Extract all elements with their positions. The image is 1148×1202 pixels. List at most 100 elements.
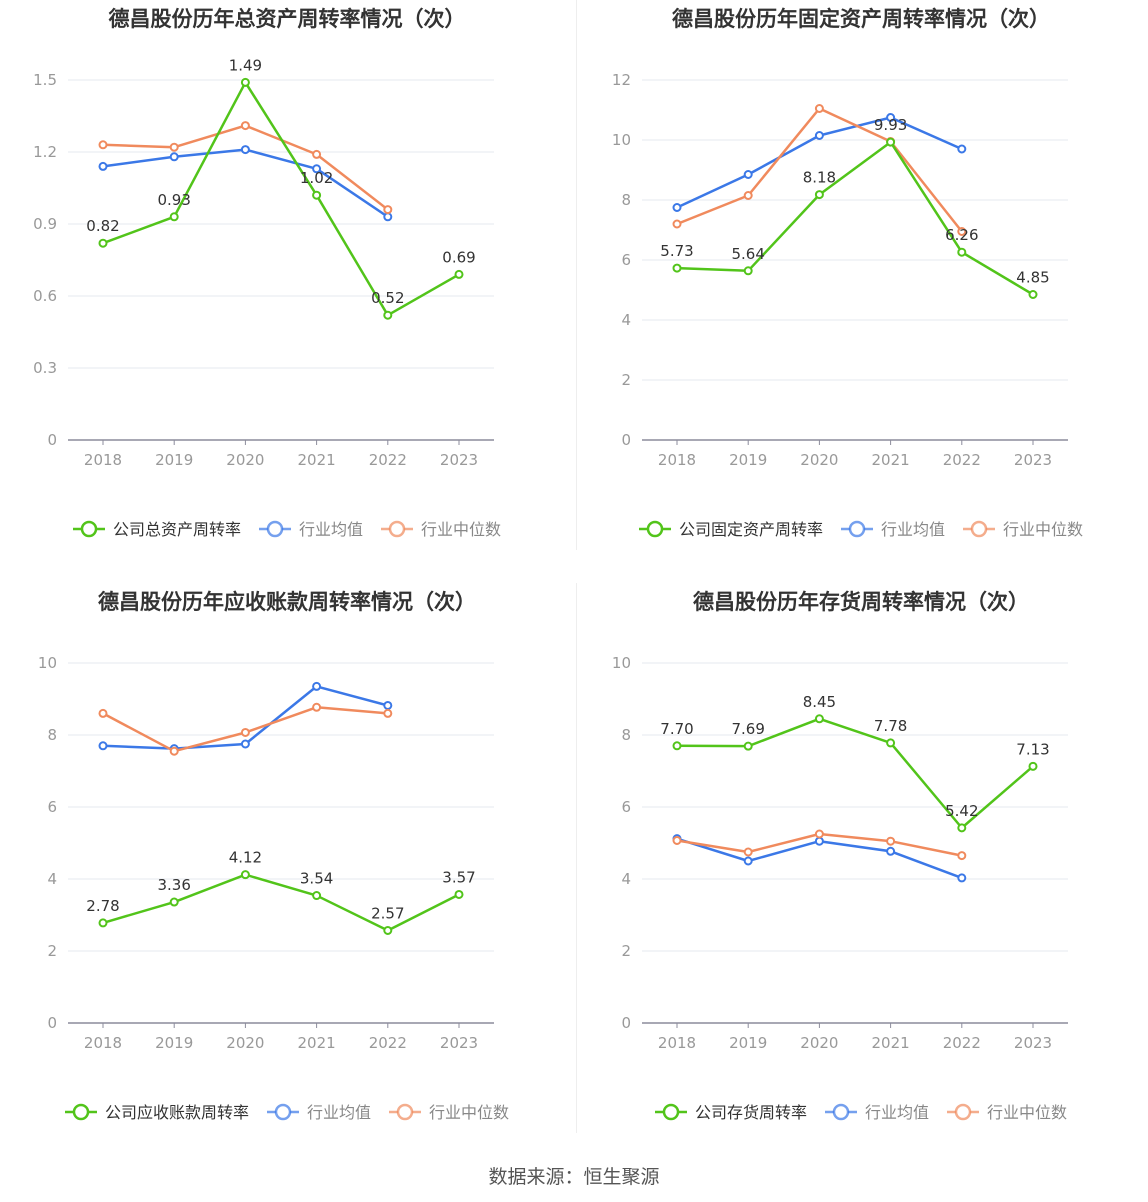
series-line-avg [102, 148, 389, 218]
data-label: 4.85 [1016, 269, 1049, 287]
chart-legend: 公司总资产周转率 行业均值 行业中位数 [73, 520, 501, 539]
data-point-avg [312, 164, 322, 174]
x-tick-label: 2021 [872, 1034, 910, 1052]
x-tick-label: 2021 [872, 451, 910, 469]
data-point-company [240, 870, 250, 880]
data-point-median [98, 140, 108, 150]
legend-item: 行业中位数 [389, 1103, 509, 1122]
x-tick-label: 2022 [369, 451, 407, 469]
series-line-median [102, 124, 389, 211]
y-tick-label: 0 [621, 1014, 631, 1032]
data-source-note: 数据来源：恒生聚源 [488, 1166, 660, 1188]
legend-circle-icon [388, 520, 406, 538]
legend-circle-icon [970, 520, 988, 538]
x-tick-label: 2023 [440, 1034, 478, 1052]
x-tick-label: 2018 [658, 1034, 696, 1052]
y-tick-label: 6 [621, 798, 631, 816]
chart-title: 德昌股份历年总资产周转率情况（次） [109, 7, 466, 31]
chart-title: 德昌股份历年应收账款周转率情况（次） [98, 590, 476, 614]
legend-circle-icon [848, 520, 866, 538]
legend-item: 行业均值 [841, 520, 945, 539]
series-line-avg [102, 685, 389, 750]
y-tick-label: 1.5 [33, 71, 57, 89]
chart-panel-total-assets: 德昌股份历年总资产周转率情况（次） 0 0.3 0.6 0.9 1.2 1.5 2018 201… [0, 0, 574, 583]
legend-item: 行业中位数 [381, 520, 501, 539]
data-point-company [240, 77, 250, 87]
legend-item: 行业中位数 [947, 1103, 1067, 1122]
data-point-avg [957, 873, 967, 883]
data-label: 5.64 [731, 245, 764, 263]
x-tick-label: 2023 [440, 451, 478, 469]
legend-circle-icon [274, 1103, 292, 1121]
data-point-company [383, 310, 393, 320]
data-point-avg [98, 161, 108, 171]
x-tick-label: 2021 [298, 451, 336, 469]
y-tick-label: 4 [621, 311, 631, 329]
legend-circle-icon [646, 520, 664, 538]
data-point-company [454, 269, 464, 279]
data-point-company [1028, 761, 1038, 771]
data-point-median [98, 708, 108, 718]
legend-label: 公司固定资产周转率 [679, 520, 823, 539]
data-point-median [672, 219, 682, 229]
data-point-company [886, 738, 896, 748]
chart-legend: 公司存货周转率 行业均值 行业中位数 [655, 1103, 1067, 1122]
x-tick-label: 2022 [943, 1034, 981, 1052]
y-tick-label: 2 [621, 942, 631, 960]
x-tick-label: 2018 [84, 1034, 122, 1052]
x-tick-label: 2023 [1014, 451, 1052, 469]
data-point-avg [312, 681, 322, 691]
data-label: 9.93 [874, 116, 907, 134]
legend-item: 行业均值 [825, 1103, 929, 1122]
x-tick-label: 2018 [84, 451, 122, 469]
data-label: 2.57 [371, 904, 404, 922]
x-tick-label: 2018 [658, 451, 696, 469]
chart-inventory-turnover: 德昌股份历年存货周转率情况（次） 0 2 4 6 8 10 2018 2019 2020 2021 2… [612, 590, 1068, 1122]
data-point-avg [98, 741, 108, 751]
data-label: 6.26 [945, 226, 978, 244]
data-label: 0.52 [371, 289, 404, 307]
x-tick-label: 2023 [1014, 1034, 1052, 1052]
x-tick-label: 2020 [226, 451, 264, 469]
data-label: 0.69 [442, 248, 475, 266]
y-tick-label: 8 [621, 726, 631, 744]
data-point-company [814, 714, 824, 724]
data-label: 5.73 [660, 242, 693, 260]
data-point-company [98, 918, 108, 928]
data-point-avg [814, 131, 824, 140]
y-tick-label: 2 [47, 942, 57, 960]
data-point-median [957, 851, 967, 861]
data-label: 3.36 [157, 876, 190, 894]
data-point-avg [814, 836, 824, 846]
data-point-company [672, 741, 682, 751]
y-tick-label: 0 [621, 431, 631, 449]
y-tick-label: 10 [38, 654, 57, 672]
data-point-avg [886, 113, 896, 122]
y-tick-label: 0 [47, 1014, 57, 1032]
data-point-median [312, 149, 322, 159]
data-point-company [957, 247, 967, 257]
data-point-median [169, 142, 179, 152]
chart-legend: 公司应收账款周转率 行业均值 行业中位数 [65, 1103, 509, 1122]
chart-panel-fixed-assets: 德昌股份历年固定资产周转率情况（次） 0 2 4 6 8 10 12 2018 2019 2020 2… [574, 0, 1148, 583]
data-point-avg [383, 700, 393, 710]
x-tick-label: 2019 [155, 451, 193, 469]
y-tick-label: 10 [612, 654, 631, 672]
panel-divider-top [576, 0, 577, 550]
data-point-median [240, 121, 250, 131]
data-label: 7.70 [660, 720, 693, 738]
legend-label: 行业均值 [881, 520, 945, 539]
legend-circle-icon [662, 1103, 680, 1121]
legend-item: 行业均值 [267, 1103, 371, 1122]
legend-circle-icon [72, 1103, 90, 1121]
y-tick-label: 8 [621, 191, 631, 209]
data-point-median [743, 847, 753, 857]
data-label: 1.02 [300, 169, 333, 187]
x-tick-label: 2020 [226, 1034, 264, 1052]
legend-circle-icon [266, 520, 284, 538]
legend-item: 公司应收账款周转率 [65, 1103, 249, 1122]
data-point-company [383, 925, 393, 935]
data-label: 0.82 [86, 217, 119, 235]
y-tick-label: 10 [612, 131, 631, 149]
y-tick-label: 4 [47, 870, 57, 888]
